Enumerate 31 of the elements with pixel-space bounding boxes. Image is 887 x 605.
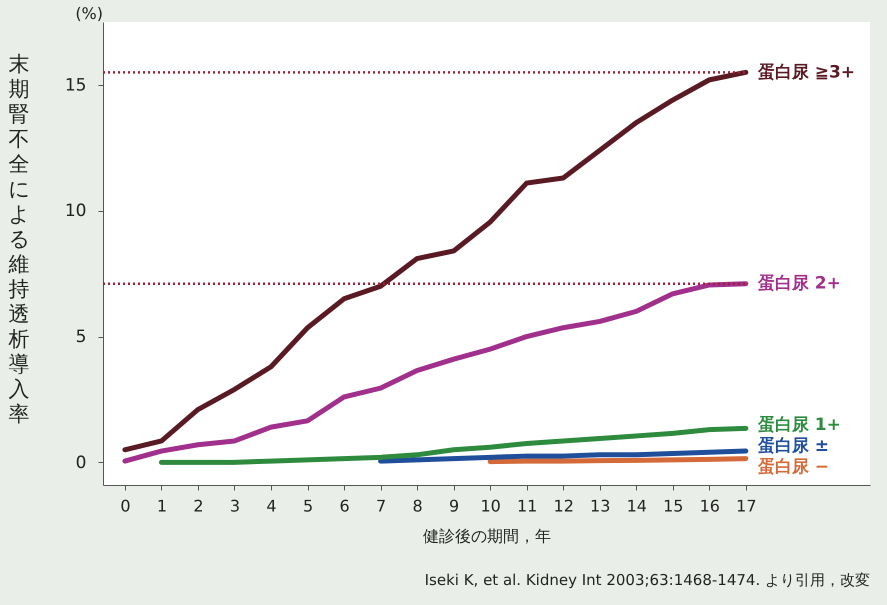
x-axis-title: 健診後の期間，年	[423, 526, 551, 546]
series-label: 蛋白尿 1+	[756, 414, 841, 435]
x-tick-label: 13	[590, 496, 610, 516]
x-tick-label: 1	[156, 496, 168, 516]
text: (%)	[75, 4, 103, 23]
series-label: 蛋白尿 ≧3+	[756, 62, 856, 82]
series-label: 蛋白尿 ±	[756, 436, 829, 456]
series-label: 蛋白尿 −	[756, 456, 829, 477]
y-tick-label: 5	[76, 327, 86, 348]
x-tick-label: 6	[339, 496, 350, 516]
text: 末期腎不全による維持透析導入率	[8, 52, 30, 426]
x-tick-label: 5	[302, 496, 314, 516]
x-tick-label: 9	[449, 496, 460, 516]
y-tick-label: 15	[64, 75, 86, 96]
x-tick-label: 11	[516, 496, 538, 516]
y-tick-label: 0	[76, 452, 86, 473]
x-tick-label: 0	[120, 496, 131, 516]
x-tick-label: 2	[193, 496, 204, 516]
x-tick-label: 15	[663, 496, 684, 516]
x-tick-label: 7	[376, 496, 386, 516]
x-tick-label: 14	[626, 496, 647, 516]
x-tick-label: 8	[412, 496, 423, 516]
x-tick-label: 17	[736, 496, 756, 516]
x-tick-label: 4	[266, 496, 277, 516]
text: Iseki K, et al. Kidney Int 2003;63:1468-1474. より引用，改変	[424, 571, 870, 589]
x-tick-label: 10	[480, 496, 501, 516]
series-label: 蛋白尿 2+	[756, 274, 841, 294]
y-tick-label: 10	[64, 201, 86, 222]
x-tick-label: 12	[554, 496, 574, 516]
x-tick-label: 16	[700, 496, 720, 516]
x-tick-label: 3	[230, 496, 240, 516]
